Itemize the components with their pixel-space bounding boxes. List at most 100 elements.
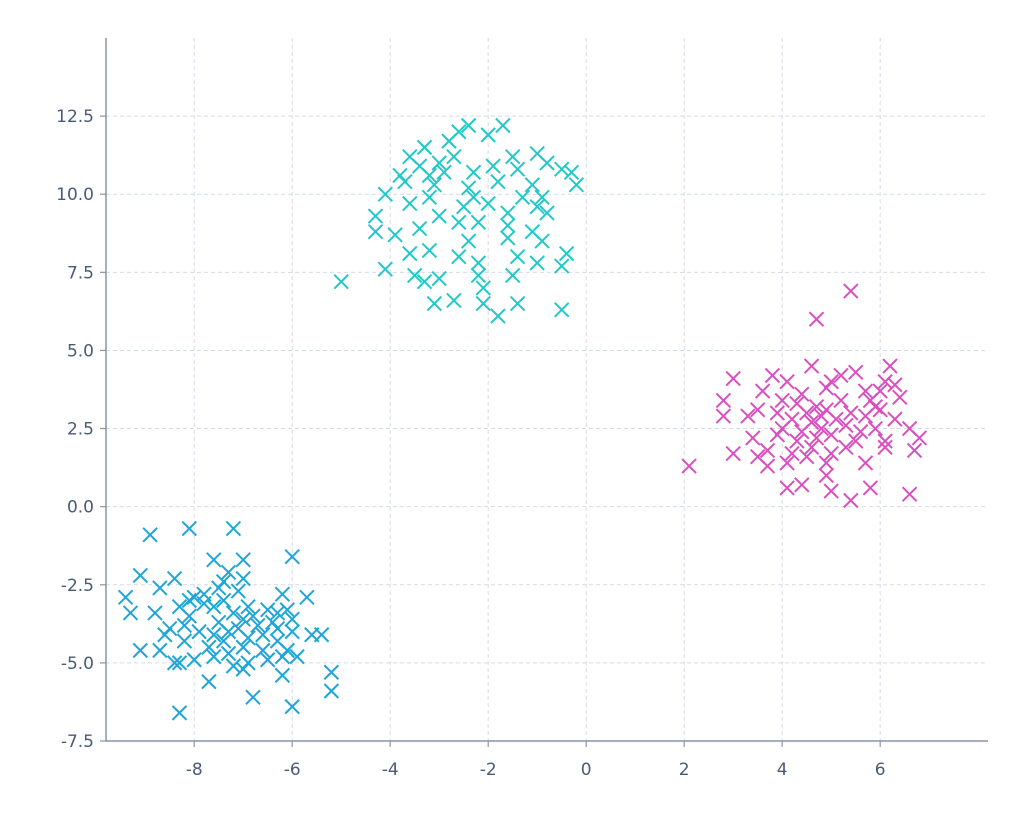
- data-point: [808, 430, 825, 446]
- data-point: [235, 639, 251, 655]
- data-point: [852, 423, 869, 440]
- data-point: [715, 392, 732, 409]
- data-point: [259, 652, 276, 668]
- data-point: [779, 373, 795, 390]
- data-point: [460, 180, 477, 196]
- data-point: [225, 520, 242, 537]
- data-point: [843, 492, 859, 509]
- data-point: [402, 245, 418, 262]
- data-point: [823, 427, 839, 443]
- data-point: [794, 386, 810, 402]
- data-point: [323, 683, 340, 699]
- data-point: [514, 189, 531, 206]
- data-point: [279, 602, 296, 618]
- data-point: [152, 580, 168, 596]
- y-tick-label: -2.5: [61, 576, 94, 596]
- data-point: [759, 458, 776, 474]
- data-point: [877, 373, 893, 390]
- data-point: [490, 308, 506, 324]
- data-point: [553, 161, 570, 177]
- data-point: [235, 661, 251, 677]
- data-point: [333, 273, 349, 290]
- series-1: [333, 117, 585, 324]
- data-point: [798, 448, 815, 465]
- data-point: [284, 611, 300, 627]
- data-point: [166, 655, 183, 671]
- data-point: [524, 177, 541, 193]
- series-2: [681, 283, 928, 509]
- y-tick-label: 7.5: [67, 263, 94, 283]
- data-point: [470, 214, 487, 231]
- data-point: [838, 417, 854, 434]
- data-point: [759, 442, 776, 459]
- data-point: [553, 302, 570, 318]
- data-point: [808, 311, 825, 327]
- data-point: [451, 249, 467, 265]
- data-point: [847, 433, 864, 449]
- data-point: [460, 233, 477, 249]
- data-point: [529, 199, 545, 215]
- data-point: [823, 483, 839, 499]
- data-point: [725, 445, 741, 462]
- data-point: [171, 655, 188, 671]
- data-point: [882, 358, 898, 374]
- data-point: [843, 283, 859, 299]
- data-point: [426, 295, 443, 312]
- data-point: [245, 608, 261, 624]
- data-point: [794, 423, 810, 440]
- data-point: [857, 455, 874, 471]
- data-point: [887, 411, 903, 427]
- data-point: [857, 383, 874, 399]
- data-point: [313, 627, 330, 643]
- data-point: [245, 689, 261, 705]
- data-point: [431, 270, 447, 287]
- data-point: [269, 605, 286, 621]
- data-point: [818, 455, 835, 471]
- data-point: [323, 664, 340, 680]
- data-point: [681, 458, 697, 474]
- x-tick-label: -2: [480, 760, 497, 780]
- data-point: [176, 617, 193, 634]
- data-point: [431, 155, 447, 171]
- data-point: [558, 245, 575, 262]
- data-point: [769, 427, 786, 443]
- data-point: [749, 402, 766, 418]
- data-point: [406, 267, 423, 284]
- data-point: [568, 177, 585, 193]
- data-point: [289, 648, 305, 665]
- data-point: [132, 567, 149, 584]
- data-point: [215, 633, 232, 649]
- x-tick-label: 6: [875, 760, 886, 780]
- data-point: [833, 392, 849, 409]
- data-point: [803, 439, 820, 456]
- data-point: [392, 167, 408, 184]
- y-tick-label: 10.0: [56, 185, 94, 205]
- data-point: [745, 430, 761, 446]
- data-point: [235, 570, 251, 587]
- data-point: [877, 433, 893, 449]
- data-point: [504, 149, 521, 165]
- data-point: [255, 627, 271, 643]
- data-point: [906, 442, 923, 459]
- data-point: [147, 605, 163, 621]
- data-point: [367, 208, 384, 224]
- data-point: [789, 433, 805, 449]
- data-point: [490, 174, 506, 190]
- x-tick-label: 0: [581, 760, 592, 780]
- data-point: [377, 261, 394, 277]
- data-point: [206, 552, 222, 568]
- data-point: [220, 645, 237, 662]
- x-tick-label: 2: [679, 760, 690, 780]
- data-point: [534, 189, 550, 206]
- data-point: [509, 161, 526, 177]
- data-point: [157, 627, 173, 643]
- data-point: [504, 267, 521, 284]
- x-tick-label: -6: [284, 760, 301, 780]
- data-point: [798, 405, 815, 421]
- data-point: [421, 189, 438, 206]
- data-point: [264, 614, 281, 630]
- data-point: [122, 605, 139, 621]
- data-point: [176, 633, 193, 649]
- data-point: [171, 705, 188, 721]
- data-point: [284, 623, 300, 640]
